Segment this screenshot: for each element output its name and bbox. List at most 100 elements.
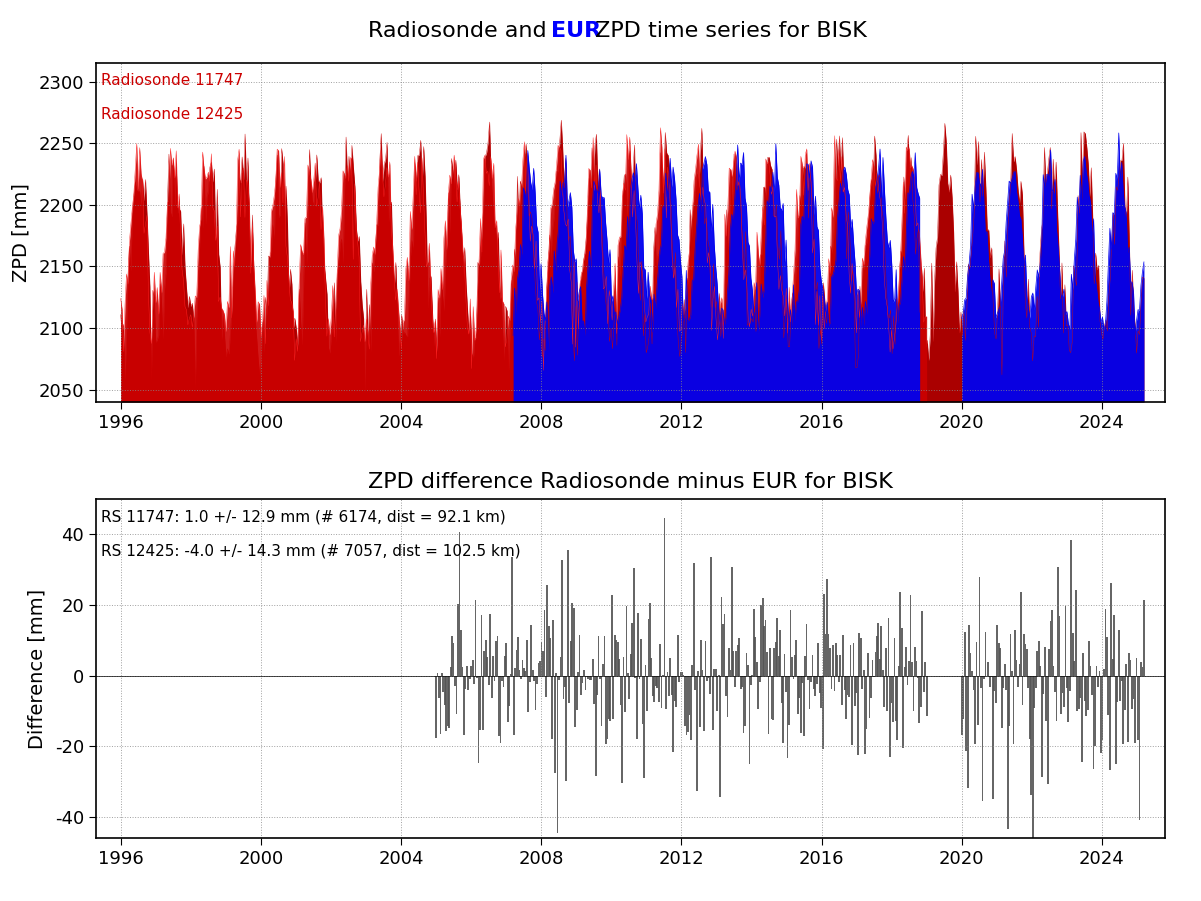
Bar — [679, 676, 680, 682]
Bar — [819, 676, 820, 693]
Bar — [872, 660, 873, 676]
Bar — [452, 635, 453, 676]
Bar — [466, 666, 467, 676]
Bar — [880, 625, 883, 676]
Bar — [471, 666, 472, 676]
Bar — [486, 657, 488, 676]
Bar — [735, 651, 737, 676]
Bar — [1004, 664, 1005, 676]
Bar — [458, 605, 459, 676]
Bar — [435, 676, 437, 738]
Bar — [479, 676, 480, 731]
Bar — [1024, 643, 1027, 676]
Bar — [633, 568, 634, 676]
Bar — [484, 651, 485, 676]
Bar — [558, 676, 560, 680]
Bar — [888, 618, 890, 676]
Bar — [782, 676, 784, 743]
Bar — [812, 655, 813, 676]
Bar — [494, 676, 496, 680]
Text: RS 11747: 1.0 +/- 12.9 mm (# 6174, dist = 92.1 km): RS 11747: 1.0 +/- 12.9 mm (# 6174, dist … — [101, 509, 506, 524]
Bar — [909, 595, 912, 676]
Bar — [778, 656, 779, 676]
Bar — [497, 636, 498, 676]
Bar — [474, 599, 477, 676]
Bar — [769, 648, 771, 676]
Bar — [739, 638, 740, 676]
Bar — [987, 662, 990, 676]
Bar — [632, 623, 633, 676]
Text: Radiosonde 11747: Radiosonde 11747 — [101, 73, 244, 88]
Bar — [820, 676, 823, 707]
Bar — [848, 676, 850, 696]
Bar — [1028, 676, 1029, 688]
Bar — [604, 636, 605, 676]
Bar — [719, 676, 721, 796]
Bar — [716, 676, 718, 712]
Bar — [849, 645, 852, 676]
Bar — [591, 676, 592, 680]
Bar — [609, 676, 611, 721]
Bar — [1086, 676, 1087, 716]
Bar — [866, 676, 867, 729]
Bar — [821, 676, 824, 749]
Bar — [634, 676, 637, 678]
Bar — [520, 676, 522, 679]
Bar — [865, 676, 866, 754]
Bar — [988, 676, 991, 687]
Bar — [1039, 666, 1041, 676]
Bar — [655, 676, 657, 686]
Bar — [1070, 540, 1072, 676]
Bar — [615, 641, 617, 676]
Bar — [579, 635, 580, 676]
Bar — [993, 676, 996, 691]
Bar — [692, 666, 693, 676]
Bar — [665, 676, 667, 709]
Bar — [1047, 676, 1048, 784]
Bar — [859, 633, 860, 676]
Bar — [638, 614, 639, 676]
Bar — [669, 658, 671, 676]
Bar — [611, 596, 613, 676]
Bar — [912, 662, 913, 676]
Bar — [1042, 676, 1044, 695]
Bar — [668, 676, 670, 696]
Bar — [873, 676, 874, 678]
Bar — [836, 655, 838, 676]
Bar — [1012, 676, 1015, 744]
Bar — [635, 676, 638, 739]
Bar — [1075, 590, 1076, 676]
Bar — [885, 648, 886, 676]
Bar — [554, 676, 556, 772]
Bar — [868, 676, 871, 718]
Bar — [1087, 676, 1088, 711]
Bar — [742, 676, 745, 733]
Bar — [627, 673, 629, 676]
Bar — [656, 676, 658, 688]
Bar — [522, 669, 525, 676]
Bar — [622, 657, 625, 676]
Bar — [444, 676, 446, 705]
Bar — [1051, 610, 1053, 676]
Bar — [741, 676, 743, 687]
Bar — [617, 642, 619, 676]
Bar — [779, 630, 781, 676]
Bar — [705, 642, 706, 676]
Bar — [580, 676, 582, 695]
Bar — [531, 625, 532, 676]
Bar — [447, 676, 449, 726]
Bar — [652, 676, 653, 696]
Bar — [1077, 676, 1080, 709]
Bar — [1020, 592, 1022, 676]
Bar — [921, 611, 924, 676]
Bar — [1010, 634, 1011, 676]
Bar — [626, 605, 627, 676]
Bar — [562, 676, 564, 699]
Bar — [1036, 651, 1038, 676]
Bar — [513, 676, 514, 735]
Bar — [806, 624, 807, 676]
Bar — [1139, 676, 1141, 820]
Bar — [574, 676, 576, 727]
Bar — [462, 676, 465, 735]
Bar — [846, 676, 847, 719]
